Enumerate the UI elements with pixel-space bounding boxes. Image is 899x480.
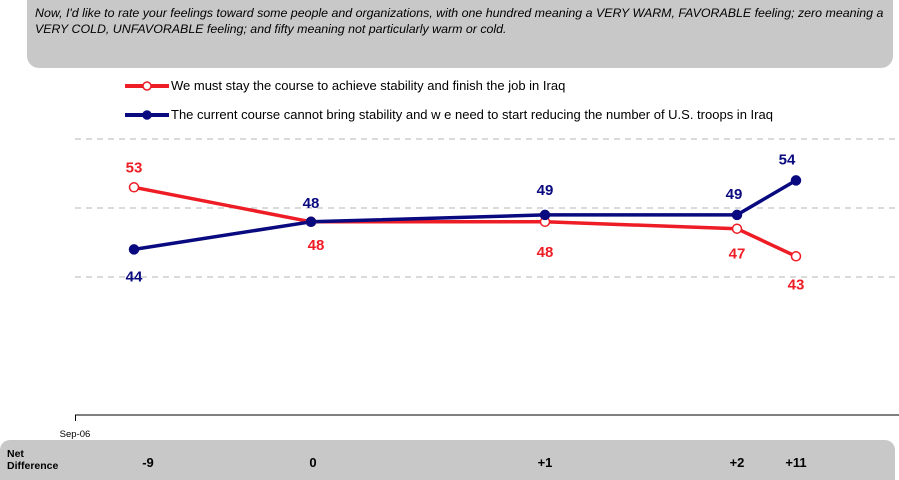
- series-line-reduce-troops: [133, 178, 797, 252]
- data-label: 48: [308, 237, 325, 254]
- data-point: [731, 209, 743, 221]
- net-difference-value: -9: [142, 455, 154, 470]
- question-text: Now, I'd like to rate your feelings towa…: [35, 6, 884, 36]
- data-label: 43: [788, 276, 805, 293]
- data-point: [128, 182, 140, 193]
- net-difference-label-line2: Difference: [7, 460, 59, 472]
- question-box: Now, I'd like to rate your feelings towa…: [27, 0, 893, 68]
- data-point: [790, 175, 802, 186]
- legend-swatch-navy-filled-circle: [125, 110, 169, 120]
- line-chart: Sep-06 53 48 48 47 43 44 48 49 49 54: [60, 138, 899, 440]
- net-difference-label: Net Difference: [7, 448, 77, 472]
- data-label: 53: [126, 159, 143, 176]
- legend-swatch-red-open-circle: [125, 81, 169, 91]
- data-point: [790, 251, 802, 262]
- data-label: 49: [537, 182, 554, 199]
- data-label: 44: [126, 268, 143, 285]
- data-point: [731, 223, 743, 234]
- data-label: 48: [537, 244, 554, 261]
- net-difference-bar: Net Difference -9 0 +1 +2 +11: [0, 440, 895, 480]
- net-difference-value: +1: [537, 455, 553, 470]
- net-difference-value: +2: [729, 455, 745, 470]
- series-line-stay-course: [133, 185, 797, 258]
- data-label: 54: [779, 151, 796, 168]
- net-difference-value: +11: [785, 455, 807, 470]
- net-difference-value: 0: [309, 455, 317, 470]
- data-point: [128, 244, 140, 255]
- net-difference-label-line1: Net: [7, 448, 24, 460]
- legend-label-reduce-troops: The current course cannot bring stabilit…: [171, 107, 773, 122]
- legend-label-stay-course: We must stay the course to achieve stabi…: [171, 78, 566, 93]
- data-point: [539, 209, 551, 221]
- x-tick-label: Sep-06: [60, 429, 91, 440]
- data-label: 48: [303, 195, 320, 212]
- legend: We must stay the course to achieve stabi…: [125, 76, 899, 126]
- data-point: [305, 216, 317, 228]
- data-label: 47: [729, 246, 746, 263]
- data-label: 49: [726, 186, 743, 203]
